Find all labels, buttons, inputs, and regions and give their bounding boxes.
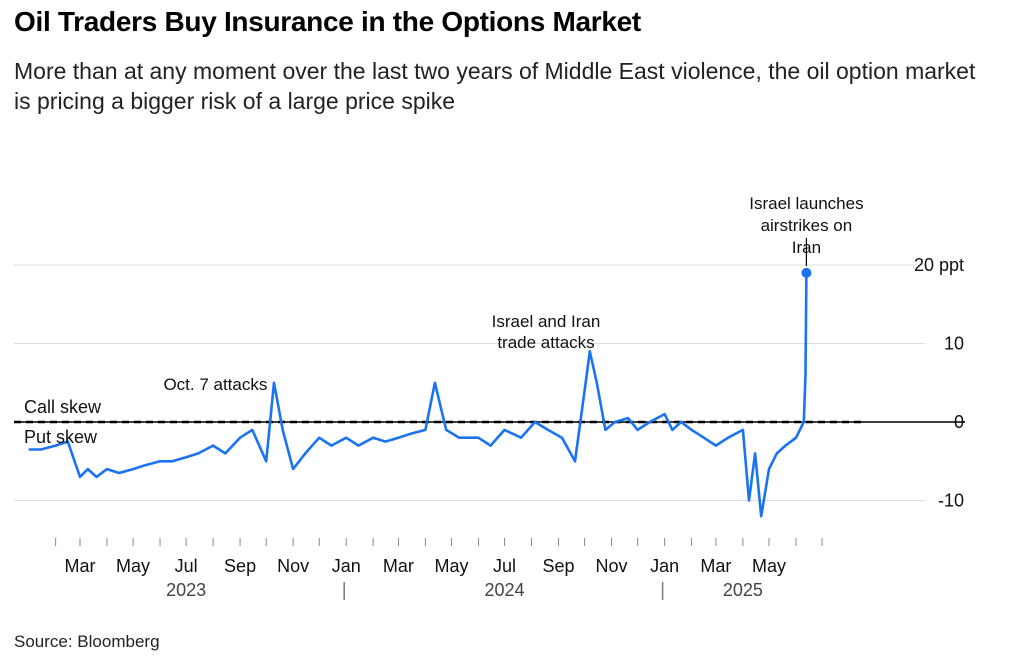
- year-label: 2024: [485, 580, 525, 600]
- annotation-airstrikes: airstrikes on: [761, 216, 853, 235]
- x-tick-label: Jul: [493, 556, 516, 576]
- x-tick-label: Nov: [596, 556, 628, 576]
- y-tick-label: 20 ppt: [914, 255, 964, 275]
- x-tick-label: Mar: [65, 556, 96, 576]
- last-point-marker: [801, 267, 812, 278]
- x-tick-label: Jul: [175, 556, 198, 576]
- x-tick-label: Jan: [650, 556, 679, 576]
- x-tick-label: May: [752, 556, 786, 576]
- annotation-airstrikes: Israel launches: [749, 194, 863, 213]
- x-tick-label: Mar: [700, 556, 731, 576]
- chart-title: Oil Traders Buy Insurance in the Options…: [14, 6, 641, 37]
- x-tick-label: Mar: [383, 556, 414, 576]
- y-tick-label: 10: [944, 334, 964, 354]
- x-tick-label: Sep: [224, 556, 256, 576]
- x-tick-label: May: [434, 556, 468, 576]
- x-tick-label: Nov: [277, 556, 309, 576]
- x-tick-label: May: [116, 556, 150, 576]
- year-label: 2025: [723, 580, 763, 600]
- source-note: Source: Bloomberg: [14, 632, 160, 651]
- x-tick-label: Jan: [332, 556, 361, 576]
- annotation-israel-iran: Israel and Iran: [492, 312, 601, 331]
- chart-subtitle: More than at any moment over the last tw…: [14, 58, 976, 114]
- x-tick-label: Sep: [542, 556, 574, 576]
- put-skew-label: Put skew: [24, 427, 98, 447]
- series-line: [28, 272, 808, 518]
- y-tick-label: -10: [938, 491, 964, 511]
- call-skew-label: Call skew: [24, 397, 102, 417]
- year-label: 2023: [166, 580, 206, 600]
- annotation-israel-iran: trade attacks: [497, 333, 594, 352]
- annotation-oct7: Oct. 7 attacks: [163, 375, 267, 394]
